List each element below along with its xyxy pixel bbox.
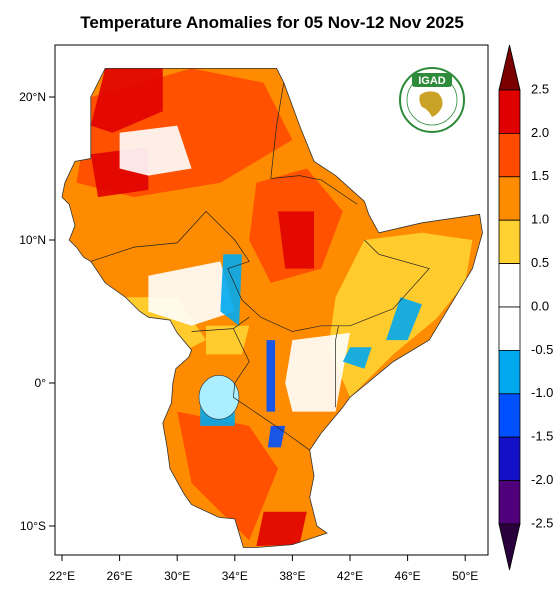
anomaly-patch [220,254,242,326]
colorbar: 2.5 2.0 1.5 1.0 0.5 0.0 -0.5 -1.0 -1.5 -2.0 -2.5 [498,44,553,571]
country-border [233,397,310,451]
map-title: Temperature Anomalies for 05 Nov-12 Nov … [80,13,464,32]
anomaly-patch [256,511,307,546]
colorbar-label: -0.5 [531,342,553,357]
colorbar-band [498,176,521,221]
x-tick-label: 34°E [222,569,248,583]
region-outline [61,68,483,548]
anomaly-patch [285,332,350,412]
colorbar-band [498,480,521,525]
colorbar-cap [498,523,521,571]
colorbar-label: 1.5 [531,168,549,183]
logo-text: IGAD [418,75,446,87]
country-border [260,239,430,332]
colorbar-label: 2.5 [531,81,549,96]
colorbar-label: 0.5 [531,255,549,270]
colorbar-label: 2.0 [531,125,549,140]
x-tick-label: 42°E [337,569,363,583]
igad-logo: IGAD [399,67,465,133]
colorbar-band [498,306,521,351]
colorbar-band [498,263,521,308]
y-tick-label: 10°S [20,519,46,533]
anomaly-patch [119,125,192,176]
lake-victoria [198,374,240,420]
colorbar-band [498,219,521,264]
colorbar-cap [498,44,521,91]
anomaly-patch [278,211,314,269]
anomaly-patch [206,325,250,355]
country-border [270,82,285,179]
country-border [233,328,250,398]
x-tick-label: 38°E [279,569,305,583]
colorbar-band [498,89,521,134]
colorbar-band [498,349,521,395]
y-tick-label: 20°N [19,90,46,104]
anomaly-patch [267,425,286,448]
y-tick-label: 0° [35,376,47,390]
colorbar-label: 1.0 [531,212,549,227]
colorbar-label: -1.5 [531,429,553,444]
anomaly-patch [148,261,235,326]
anomaly-patch [386,297,422,341]
anomaly-patch [266,340,276,412]
x-tick-label: 26°E [107,569,133,583]
x-tick-label: 50°E [452,569,478,583]
anomaly-patch [177,411,278,541]
anomaly-patch [342,347,372,369]
colorbar-label: -2.0 [531,472,553,487]
colorbar-band [498,132,521,178]
colorbar-band [498,393,521,438]
anomaly-patch [90,68,163,133]
colorbar-label: -2.5 [531,515,553,530]
country-border [90,210,261,318]
colorbar-label: 0.0 [531,298,549,313]
country-borders [90,82,430,451]
country-border [270,175,358,205]
x-tick-label: 46°E [395,569,421,583]
colorbar-label: -1.0 [531,385,553,400]
colorbar-band [498,436,521,482]
country-border [335,325,339,408]
x-tick-label: 30°E [164,569,190,583]
y-tick-label: 10°N [19,233,46,247]
x-tick-label: 22°E [49,569,75,583]
